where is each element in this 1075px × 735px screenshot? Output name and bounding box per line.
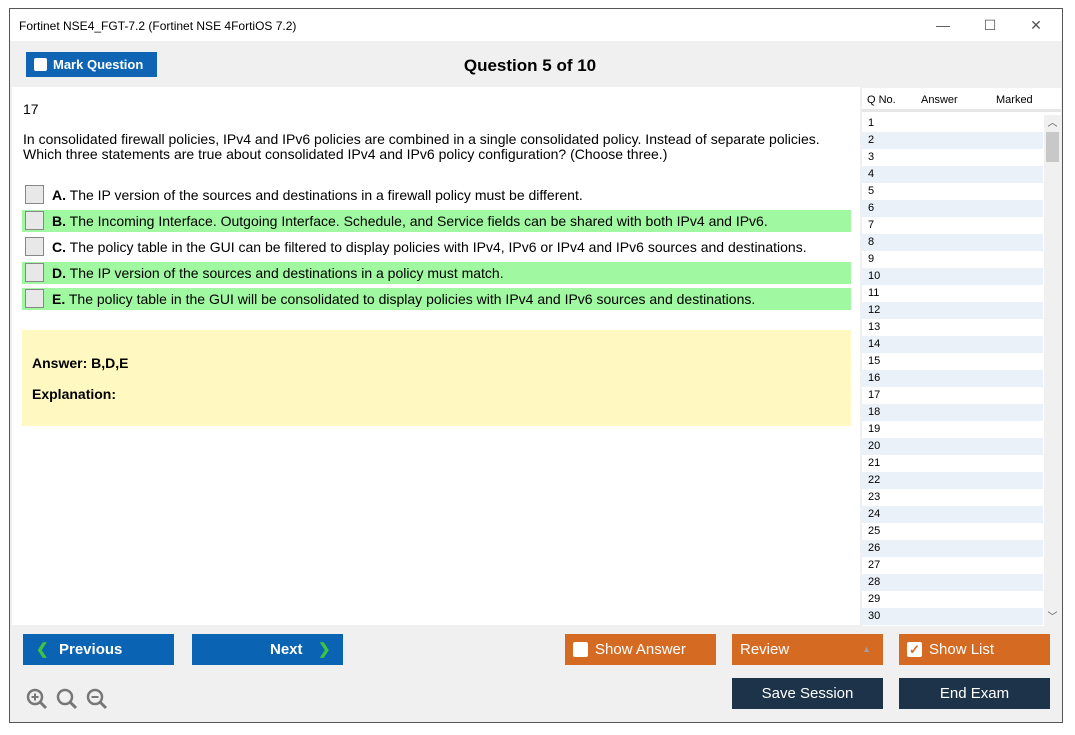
checkbox-icon: [34, 58, 47, 71]
show-list-label: Show List: [929, 641, 995, 658]
list-row[interactable]: 15: [868, 355, 881, 367]
option-checkbox[interactable]: [25, 289, 44, 308]
col-qno: Q No.: [867, 94, 896, 106]
list-row[interactable]: 3: [868, 151, 875, 163]
list-row[interactable]: 12: [862, 302, 1043, 319]
list-row[interactable]: 13: [868, 321, 881, 333]
option-text: The Incoming Interface. Outgoing Interfa…: [69, 213, 768, 229]
end-exam-button[interactable]: End Exam: [899, 678, 1050, 709]
list-row[interactable]: 14: [862, 336, 1043, 353]
list-row[interactable]: 27: [868, 559, 881, 571]
question-text: In consolidated firewall policies, IPv4 …: [23, 131, 820, 162]
option-letter: B.: [52, 213, 66, 229]
option-d[interactable]: D. The IP version of the sources and des…: [22, 262, 851, 284]
option-letter: E.: [52, 291, 66, 307]
list-row[interactable]: 11: [868, 287, 880, 299]
list-row[interactable]: 8: [862, 234, 1043, 251]
list-row[interactable]: 28: [862, 574, 1043, 591]
list-row[interactable]: 24: [862, 506, 1043, 523]
question-panel: 17 In consolidated firewall policies, IP…: [12, 87, 860, 625]
chevron-right-icon: ❯: [318, 641, 331, 658]
mark-question-button[interactable]: Mark Question: [26, 52, 157, 77]
option-letter: A.: [52, 187, 66, 203]
scroll-thumb[interactable]: [1046, 132, 1059, 162]
list-header: Q No. Answer Marked: [862, 88, 1061, 112]
zoom-reset-icon[interactable]: [56, 688, 78, 710]
list-row[interactable]: 22: [862, 472, 1043, 489]
checkmark-icon: ✓: [907, 642, 922, 657]
option-b[interactable]: B. The Incoming Interface. Outgoing Inte…: [22, 210, 851, 232]
list-row[interactable]: 20: [862, 438, 1043, 455]
close-button[interactable]: ✕: [1030, 17, 1042, 33]
option-checkbox[interactable]: [25, 263, 44, 282]
answer-text: Answer: B,D,E: [32, 355, 129, 371]
option-e[interactable]: E. The policy table in the GUI will be c…: [22, 288, 851, 310]
chevron-left-icon: ❮: [36, 641, 49, 658]
show-answer-button[interactable]: Show Answer: [565, 634, 716, 665]
list-row[interactable]: 23: [868, 491, 881, 503]
list-row[interactable]: 5: [868, 185, 875, 197]
scroll-up-icon[interactable]: ︿: [1047, 118, 1058, 129]
list-row[interactable]: 25: [868, 525, 881, 537]
zoom-in-icon[interactable]: [26, 688, 48, 710]
option-text: The IP version of the sources and destin…: [69, 265, 504, 281]
caret-up-icon: ▲: [862, 644, 871, 654]
list-row[interactable]: 26: [862, 540, 1043, 557]
list-row[interactable]: 18: [862, 404, 1043, 421]
next-button[interactable]: Next ❯: [192, 634, 343, 665]
app-window: Fortinet NSE4_FGT-7.2 (Fortinet NSE 4For…: [9, 8, 1063, 723]
option-checkbox[interactable]: [25, 185, 44, 204]
list-row[interactable]: 1: [868, 117, 875, 129]
minimize-button[interactable]: —: [936, 17, 950, 33]
option-checkbox[interactable]: [25, 211, 44, 230]
title-bar: Fortinet NSE4_FGT-7.2 (Fortinet NSE 4For…: [10, 9, 1062, 41]
option-letter: D.: [52, 265, 66, 281]
list-scrollbar[interactable]: ︿ ﹀: [1044, 115, 1061, 626]
list-row[interactable]: 16: [862, 370, 1043, 387]
list-row[interactable]: 21: [868, 457, 881, 469]
previous-label: Previous: [59, 641, 123, 658]
list-row[interactable]: 9: [868, 253, 875, 265]
option-text: The policy table in the GUI will be cons…: [68, 291, 756, 307]
scroll-down-icon[interactable]: ﹀: [1047, 612, 1058, 623]
question-list: Q No. Answer Marked 1 2 3 4 5 6 7 8 9 10 11 12 13 14 1…: [862, 88, 1061, 626]
answer-box: Answer: B,D,E Explanation:: [22, 330, 851, 426]
option-text: The IP version of the sources and destin…: [69, 187, 583, 203]
option-text: The policy table in the GUI can be filte…: [69, 239, 807, 255]
option-c[interactable]: C. The policy table in the GUI can be fi…: [22, 236, 851, 258]
show-list-button[interactable]: ✓ Show List: [899, 634, 1050, 665]
next-label: Next: [270, 641, 303, 658]
review-dropdown[interactable]: Review ▲: [732, 634, 883, 665]
mark-question-label: Mark Question: [53, 57, 144, 72]
previous-button[interactable]: ❮ Previous: [23, 634, 174, 665]
save-session-button[interactable]: Save Session: [732, 678, 883, 709]
list-row[interactable]: 29: [868, 593, 881, 605]
list-row[interactable]: 30: [862, 608, 1043, 625]
option-checkbox[interactable]: [25, 237, 44, 256]
option-letter: C.: [52, 239, 66, 255]
list-row[interactable]: 6: [862, 200, 1043, 217]
question-title: Question 5 of 10: [463, 56, 597, 75]
list-row[interactable]: 17: [868, 389, 881, 401]
show-answer-label: Show Answer: [595, 641, 686, 658]
list-row[interactable]: 2: [862, 132, 1043, 149]
maximize-button[interactable]: ☐: [983, 17, 997, 33]
review-label: Review: [740, 641, 790, 658]
option-a[interactable]: A. The IP version of the sources and des…: [22, 184, 851, 206]
list-row[interactable]: 7: [868, 219, 875, 231]
checkbox-icon: [573, 642, 588, 657]
explanation-label: Explanation:: [32, 386, 117, 402]
col-answer: Answer: [921, 94, 958, 106]
list-row[interactable]: 19: [868, 423, 881, 435]
zoom-out-icon[interactable]: [86, 688, 108, 710]
window-title: Fortinet NSE4_FGT-7.2 (Fortinet NSE 4For…: [19, 19, 297, 33]
list-row[interactable]: 4: [862, 166, 1043, 183]
col-marked: Marked: [996, 94, 1033, 106]
question-number: 17: [23, 101, 39, 117]
list-row[interactable]: 10: [862, 268, 1043, 285]
